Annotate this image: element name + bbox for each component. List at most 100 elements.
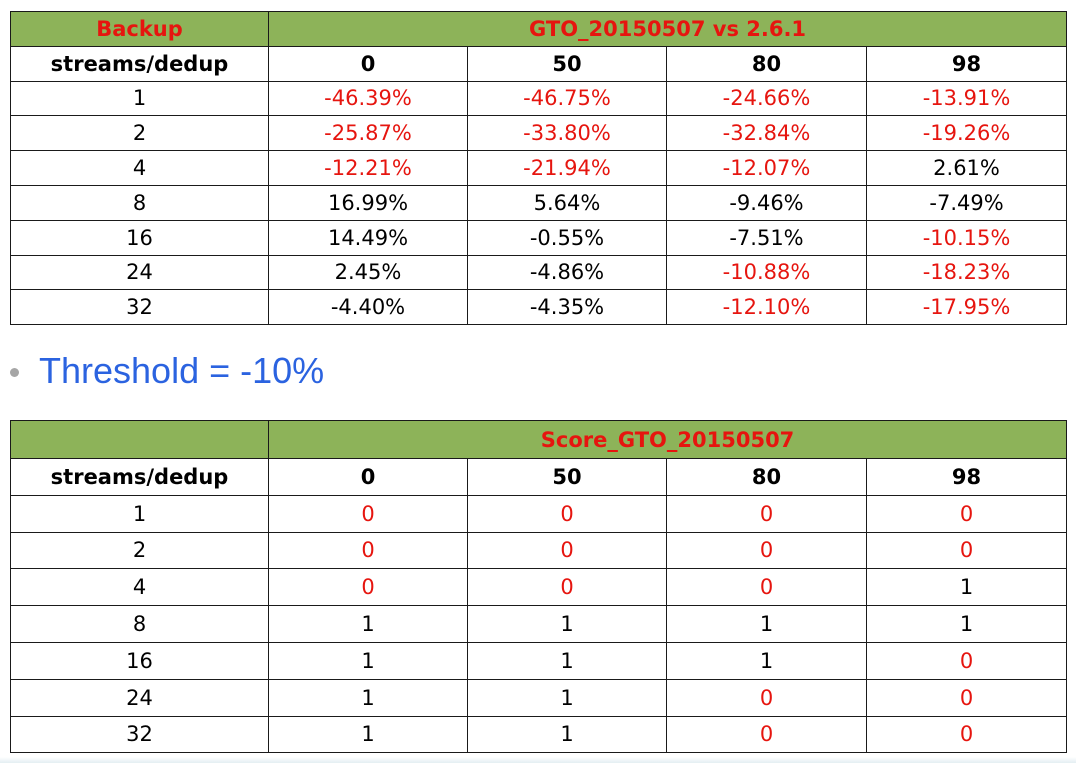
backup-comparison-table: Backup GTO_20150507 vs 2.6.1 streams/ded… [10,11,1068,326]
table-cell: -0.55% [467,219,667,256]
table-cell: 1 [865,568,1068,607]
column-header: 0 [268,458,468,496]
table-cell: 1 [865,605,1068,643]
column-header: 50 [467,45,667,82]
table-cell: 0 [467,531,667,570]
row-label: 2 [10,531,269,570]
table-cell: -46.39% [268,80,468,117]
table-cell: -4.86% [467,254,667,291]
threshold-bullet: Threshold = -10% [10,350,324,392]
table-cell: -9.46% [666,184,867,221]
table-body: 1 -46.39% -46.75% -24.66% -13.91% 2 -25.87% -33… [10,80,1068,326]
table-cell: -12.10% [666,289,867,326]
table-cell: 0 [865,678,1068,717]
table-cell: 0 [666,678,867,717]
table-cell: 1 [268,715,468,754]
column-header: 98 [865,45,1068,82]
table-cell: 1 [467,678,667,717]
table-corner-label [10,420,269,459]
row-label: 8 [10,184,269,221]
column-header: 0 [268,45,468,82]
table-cell: 0 [666,494,867,533]
bullet-dot-icon [10,367,19,377]
row-header-label: streams/dedup [10,45,269,82]
table-cell: 1 [268,641,468,680]
row-label: 32 [10,715,269,754]
table-row: 32 1 1 0 0 [10,715,1068,754]
row-label: 24 [10,254,269,291]
table-cell: 14.49% [268,219,468,256]
table-row: 2 -25.87% -33.80% -32.84% -19.26% [10,115,1068,152]
column-header-row: streams/dedup 0 50 80 98 [10,458,1068,496]
table-row: 32 -4.40% -4.35% -12.10% -17.95% [10,289,1068,326]
table-cell: 0 [666,715,867,754]
table-cell: 0 [666,568,867,607]
table-cell: 0 [865,531,1068,570]
threshold-text: Threshold = -10% [39,350,325,391]
row-label: 16 [10,641,269,680]
table-row: 4 -12.21% -21.94% -12.07% 2.61% [10,150,1068,186]
table-cell: 1 [467,641,667,680]
table-cell: 2.45% [268,254,468,291]
column-header: 80 [666,45,867,82]
column-header: 50 [467,458,667,496]
table-cell: 1 [467,715,667,754]
table-row: 24 1 1 0 0 [10,678,1068,717]
table-cell: 1 [666,641,867,680]
row-label: 24 [10,678,269,717]
row-label: 1 [10,80,269,117]
row-label: 2 [10,115,269,152]
table-cell: -7.49% [865,184,1068,221]
column-header: 80 [666,458,867,496]
table-row: 24 2.45% -4.86% -10.88% -18.23% [10,254,1068,291]
table-cell: -10.88% [666,254,867,291]
table-row: 16 14.49% -0.55% -7.51% -10.15% [10,219,1068,256]
table-cell: -21.94% [467,150,667,186]
table-cell: -19.26% [865,115,1068,152]
table-cell: 0 [268,568,468,607]
row-label: 16 [10,219,269,256]
table-corner-label: Backup [10,11,269,47]
table-cell: -4.35% [467,289,667,326]
table-cell: 0 [865,641,1068,680]
table-cell: 0 [865,494,1068,533]
table-cell: 1 [268,678,468,717]
table-cell: -12.21% [268,150,468,186]
row-label: 4 [10,150,269,186]
table-cell: -7.51% [666,219,867,256]
score-table: Score_GTO_20150507 streams/dedup 0 50 80… [10,420,1068,754]
table-cell: -4.40% [268,289,468,326]
table-cell: -18.23% [865,254,1068,291]
table-cell: 0 [467,494,667,533]
row-label: 8 [10,605,269,643]
column-header-row: streams/dedup 0 50 80 98 [10,45,1068,82]
table-cell: 1 [666,605,867,643]
table-cell: 1 [467,605,667,643]
table-cell: -17.95% [865,289,1068,326]
table-title: Score_GTO_20150507 [267,420,1068,459]
table-cell: -33.80% [467,115,667,152]
table-cell: 16.99% [268,184,468,221]
table-cell: -10.15% [865,219,1068,256]
table-cell: 0 [666,531,867,570]
table-cell: -32.84% [666,115,867,152]
table-cell: -12.07% [666,150,867,186]
table-cell: 0 [467,568,667,607]
table-cell: 1 [268,605,468,643]
table-row: 1 -46.39% -46.75% -24.66% -13.91% [10,80,1068,117]
table-cell: 2.61% [865,150,1068,186]
row-label: 32 [10,289,269,326]
row-label: 4 [10,568,269,607]
table-cell: -46.75% [467,80,667,117]
table-title-row: Backup GTO_20150507 vs 2.6.1 [10,11,1068,47]
row-label: 1 [10,494,269,533]
table-row: 16 1 1 1 0 [10,641,1068,680]
table-cell: -24.66% [666,80,867,117]
table-cell: 5.64% [467,184,667,221]
table-cell: -25.87% [268,115,468,152]
table-row: 8 16.99% 5.64% -9.46% -7.49% [10,184,1068,221]
